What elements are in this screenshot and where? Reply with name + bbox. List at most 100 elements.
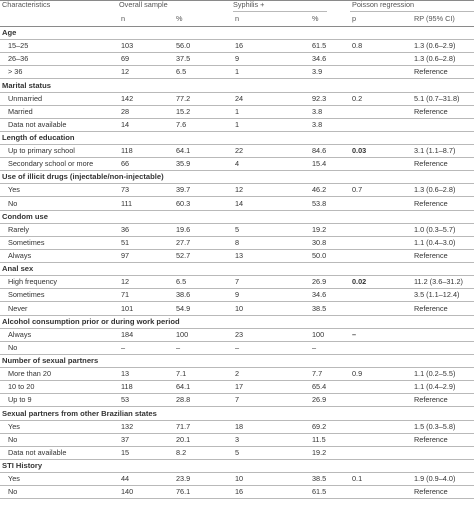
overall-pct-cell: 52.7 xyxy=(176,251,191,260)
syphilis-n-cell: 1 xyxy=(235,106,240,116)
rp-ci-cell: Reference xyxy=(414,251,448,260)
syphilis-pct-cell: 53.8 xyxy=(312,198,327,208)
table-row: Rarely 36 19.6 5 19.2 1.0 (0.3–5.7) xyxy=(0,224,474,236)
characteristic-cell: Sometimes xyxy=(8,290,45,300)
overall-n-cell: 12 xyxy=(121,277,130,287)
row-divider xyxy=(0,458,474,460)
syphilis-n-cell: 22 xyxy=(235,146,244,156)
syphilis-pct-cell: 26.9 xyxy=(312,395,327,405)
p-value-cell: 0.9 xyxy=(352,369,363,379)
table-row: No 37 20.1 3 11.5 Reference xyxy=(0,434,474,446)
rp-ci-cell: Reference xyxy=(414,159,448,169)
overall-pct-cell: 37.5 xyxy=(176,54,191,64)
row-divider xyxy=(0,380,474,382)
row-divider xyxy=(0,353,474,355)
rp-ci-cell: 1.3 (0.6–2.9) xyxy=(414,41,456,51)
characteristic-cell: Up to primary school xyxy=(8,146,75,156)
rp-ci-cell: Reference xyxy=(414,106,448,116)
rp-ci-cell: 3.5 (1.1–12.4) xyxy=(414,290,460,300)
overall-pct-cell: 7.1 xyxy=(176,369,187,379)
rp-ci-cell: Reference xyxy=(414,487,448,497)
syphilis-pct-cell: – xyxy=(312,342,317,352)
syphilis-n-cell: 18 xyxy=(235,421,244,431)
overall-pct-cell: 19.6 xyxy=(176,224,191,234)
row-divider xyxy=(0,39,474,40)
characteristic-cell: No xyxy=(8,342,18,352)
table-row: No 111 60.3 14 53.8 Reference xyxy=(0,198,474,210)
syphilis-n-cell: 2 xyxy=(235,369,240,379)
table-row: Sometimes 51 27.7 8 30.8 1.1 (0.4–3.0) xyxy=(0,237,474,249)
header-pct-syphilis: % xyxy=(312,14,319,23)
syphilis-pct-cell: 65.4 xyxy=(312,382,327,392)
row-divider xyxy=(0,248,474,250)
table-row: High frequency 12 6.5 7 26.9 0.02 11.2 (3.6–31… xyxy=(0,276,474,288)
header-poisson-regression: Poisson regression xyxy=(352,0,415,9)
overall-n-cell: 28 xyxy=(121,106,130,116)
table-row: Secondary school or more 66 35.9 4 15.4 Refer… xyxy=(0,158,474,170)
row-divider xyxy=(0,170,474,172)
overall-n-cell: 73 xyxy=(121,185,130,195)
rp-ci-cell: 1.3 (0.6–2.8) xyxy=(414,54,456,64)
overall-n-cell: 44 xyxy=(121,474,130,484)
overall-pct-cell: 6.5 xyxy=(176,277,187,287)
characteristic-cell: Yes xyxy=(8,185,20,195)
table-row: 10 to 20 118 64.1 17 65.4 1.1 (0.4–2.9) xyxy=(0,381,474,393)
section-header-row: Use of illicit drugs (injectable/non-inj… xyxy=(0,171,474,183)
table-row: Always 184 100 23 100 – xyxy=(0,329,474,341)
row-divider xyxy=(0,130,474,132)
table-row: Yes 132 71.7 18 69.2 1.5 (0.3–5.8) xyxy=(0,421,474,433)
overall-pct-cell: 64.1 xyxy=(176,382,191,392)
syphilis-pct-cell: 11.5 xyxy=(312,434,326,444)
p-value-cell: 0.7 xyxy=(352,185,363,195)
section-header-row: Condom use xyxy=(0,211,474,223)
section-title: Marital status xyxy=(2,80,51,90)
overall-pct-cell: 28.8 xyxy=(176,395,191,405)
table-row: > 36 12 6.5 1 3.9 Reference xyxy=(0,66,474,78)
overall-pct-cell: 77.2 xyxy=(176,93,191,103)
header-row-1: Characteristics Overall sample Syphilis … xyxy=(0,0,474,11)
syphilis-n-cell: 7 xyxy=(235,395,240,405)
syphilis-n-cell: 5 xyxy=(235,447,240,457)
syphilis-n-cell: 12 xyxy=(235,185,244,195)
row-divider xyxy=(0,157,474,159)
section-title: Length of education xyxy=(2,133,75,142)
p-value-cell: 0.1 xyxy=(352,474,363,484)
overall-pct-cell: 27.7 xyxy=(176,237,191,247)
row-divider xyxy=(0,498,474,500)
section-header-row: Age xyxy=(0,27,474,39)
table-row: Never 101 54.9 10 38.5 Reference xyxy=(0,303,474,315)
header-syphilis: Syphilis + xyxy=(233,0,265,9)
overall-n-cell: 101 xyxy=(121,303,134,313)
section-header-row: Length of education xyxy=(0,132,474,144)
header-underline-syphilis xyxy=(233,11,327,12)
syphilis-n-cell: 23 xyxy=(235,329,244,339)
syphilis-pct-cell: 50.0 xyxy=(312,251,327,260)
overall-n-cell: 71 xyxy=(121,290,130,300)
header-overall-sample: Overall sample xyxy=(119,0,168,9)
syphilis-pct-cell: 19.2 xyxy=(312,447,327,457)
overall-n-cell: 36 xyxy=(121,224,130,234)
rp-ci-cell: 1.1 (0.4–2.9) xyxy=(414,382,456,392)
overall-pct-cell: 56.0 xyxy=(176,41,191,51)
characteristic-cell: 26–36 xyxy=(8,54,29,64)
section-title: Condom use xyxy=(2,211,48,221)
section-title: Sexual partners from other Brazilian sta… xyxy=(2,408,157,418)
overall-n-cell: 15 xyxy=(121,447,130,457)
overall-pct-cell: 39.7 xyxy=(176,185,191,195)
overall-pct-cell: 15.2 xyxy=(176,106,191,116)
syphilis-n-cell: 9 xyxy=(235,54,240,64)
row-divider xyxy=(0,327,474,329)
overall-pct-cell: 20.1 xyxy=(176,434,191,444)
row-divider xyxy=(0,301,474,303)
characteristic-cell: No xyxy=(8,434,18,444)
characteristic-cell: Data not available xyxy=(8,447,67,457)
syphilis-n-cell: 7 xyxy=(235,277,240,287)
characteristic-cell: 15–25 xyxy=(8,41,29,51)
characteristic-cell: Always xyxy=(8,251,32,260)
table-row: No 140 76.1 16 61.5 Reference xyxy=(0,486,474,498)
syphilis-pct-cell: 38.5 xyxy=(312,474,327,484)
overall-n-cell: 118 xyxy=(121,146,133,156)
overall-n-cell: 103 xyxy=(121,41,134,51)
rp-ci-cell: Reference xyxy=(414,67,448,77)
table-row: Yes 44 23.9 10 38.5 0.1 1.9 (0.9–4.0) xyxy=(0,473,474,485)
